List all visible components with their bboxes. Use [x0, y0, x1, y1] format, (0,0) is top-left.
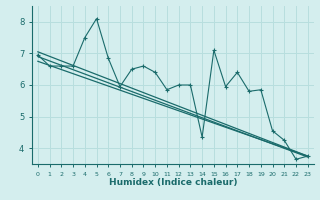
X-axis label: Humidex (Indice chaleur): Humidex (Indice chaleur) [108, 178, 237, 187]
